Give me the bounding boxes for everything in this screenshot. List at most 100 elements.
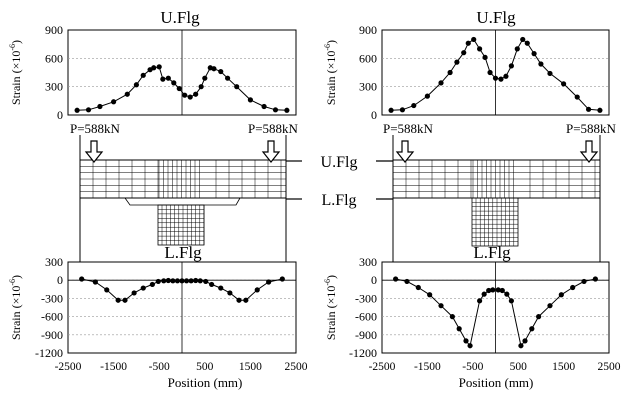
data-point: [203, 278, 209, 285]
x-tick-label: -1500: [100, 361, 127, 373]
x-tick-label: -1500: [414, 361, 441, 373]
data-point: [465, 40, 471, 46]
data-point: [498, 76, 504, 82]
data-point: [234, 84, 240, 90]
data-point: [171, 80, 177, 86]
uflg-callout-label: U.Flg: [321, 154, 358, 171]
data-point: [209, 281, 215, 288]
data-point: [174, 278, 181, 284]
y-axis-title: Strain (×10-6): [8, 275, 23, 340]
data-point: [151, 65, 157, 71]
data-point: [170, 278, 176, 284]
data-point: [487, 69, 493, 76]
data-point: [581, 278, 587, 285]
data-point: [449, 314, 455, 320]
data-point: [597, 107, 603, 113]
data-point: [508, 298, 514, 304]
x-tick-label: 500: [196, 361, 214, 373]
data-point: [477, 298, 483, 304]
data-point: [85, 107, 92, 113]
left-mesh-grid: [80, 160, 286, 198]
data-point: [122, 297, 128, 303]
data-point: [490, 287, 496, 293]
data-point: [547, 303, 553, 309]
data-point: [531, 51, 537, 57]
y-tick-label: 300: [45, 255, 63, 269]
data-point: [461, 50, 467, 56]
data-point: [140, 72, 146, 78]
y-tick-label: 900: [45, 23, 63, 37]
y-tick-label: 0: [371, 273, 377, 287]
data-point: [140, 285, 146, 291]
data-point: [454, 59, 460, 65]
data-point: [227, 290, 233, 296]
data-point: [165, 277, 171, 284]
right-load-label-2: P=588kN: [566, 121, 617, 136]
data-point: [538, 61, 544, 67]
y-tick-label: 600: [359, 51, 377, 65]
right-load-arrow-icon: [261, 140, 281, 163]
data-point: [415, 284, 421, 291]
x-tick-label: 500: [510, 361, 528, 373]
data-point: [218, 285, 224, 291]
data-point: [411, 102, 417, 109]
data-point: [463, 338, 469, 344]
series-line: [395, 278, 596, 347]
data-point: [198, 84, 204, 90]
y-tick-label: -1200: [349, 346, 377, 360]
data-point: [592, 276, 598, 282]
data-point: [492, 75, 499, 81]
data-point: [124, 91, 130, 97]
data-point: [193, 277, 199, 284]
data-point: [514, 46, 520, 52]
data-point: [261, 103, 267, 110]
left-lower-strain-chart: 300 0 -300 -600 -900 -1200-2500 -1500 -500 500 15…: [8, 243, 308, 373]
left-load-label-2: P=588kN: [248, 121, 299, 136]
y-axis-title: Strain (×10-6): [323, 275, 338, 340]
y-tick-label: 300: [359, 255, 377, 269]
left-load-label-1: P=588kN: [70, 121, 121, 136]
right-x-axis-title: Position (mm): [459, 375, 534, 390]
data-point: [236, 297, 242, 303]
data-point: [79, 276, 85, 282]
data-point: [183, 278, 190, 284]
data-point: [218, 68, 224, 75]
right-mesh-grid: [393, 160, 600, 198]
data-point: [179, 278, 185, 284]
chart-title: L.Flg: [473, 243, 511, 262]
y-tick-label: 900: [359, 23, 377, 37]
x-tick-label: -2500: [369, 361, 396, 373]
data-point: [104, 287, 110, 293]
data-point: [165, 75, 171, 81]
data-point: [438, 80, 444, 86]
data-point: [176, 85, 182, 92]
x-tick-label: -500: [149, 361, 170, 373]
data-point: [504, 291, 510, 297]
y-tick-label: 300: [359, 80, 377, 94]
left-x-axis-title: Position (mm): [168, 375, 243, 390]
x-tick-label: -2500: [55, 361, 82, 373]
lflg-callout-label: L.Flg: [321, 192, 356, 209]
data-point: [522, 338, 528, 344]
data-point: [547, 70, 553, 77]
data-point: [456, 326, 462, 332]
data-point: [161, 278, 167, 284]
data-point: [518, 343, 524, 349]
left-girder-mesh: P=588kN P=588kN: [70, 121, 299, 262]
right-lower-strain-chart: 300 0 -300 -600 -900 -1200-2500 -1500 -500 500 15…: [323, 243, 621, 373]
y-tick-label: 300: [45, 80, 63, 94]
data-point: [585, 106, 592, 112]
data-point: [486, 287, 492, 294]
data-point: [247, 97, 253, 103]
data-point: [74, 107, 80, 113]
data-point: [508, 63, 514, 69]
y-tick-label: -1200: [35, 346, 63, 360]
data-point: [279, 276, 285, 282]
data-point: [427, 292, 433, 298]
data-point: [160, 76, 166, 82]
data-point: [520, 36, 526, 43]
y-tick-label: -600: [355, 310, 377, 324]
x-tick-label: 1500: [239, 361, 262, 373]
data-point: [561, 81, 567, 87]
data-point: [471, 36, 477, 43]
